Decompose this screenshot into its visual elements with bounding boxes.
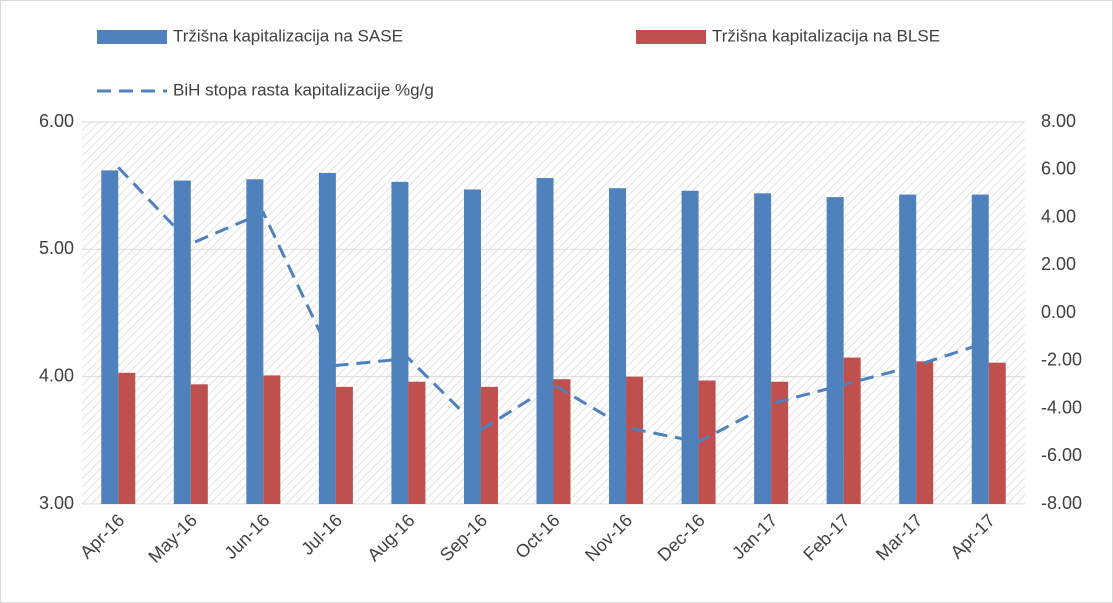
y2-tick-label: 0.00 (1041, 302, 1076, 322)
x-tick-label: Mar-17 (872, 510, 926, 564)
bar (771, 381, 789, 504)
bar (101, 170, 119, 505)
x-tick-label: Dec-16 (654, 510, 709, 565)
x-tick-label: Nov-16 (581, 510, 636, 565)
x-tick-label: Apr-17 (947, 510, 999, 562)
x-tick-label: Apr-16 (76, 510, 128, 562)
bar (843, 357, 861, 504)
y2-tick-label: -2.00 (1041, 350, 1082, 370)
x-tick-label: Jul-16 (297, 510, 346, 559)
bar (609, 188, 627, 505)
x-tick-label: Sep-16 (436, 510, 491, 565)
y-tick-label: 5.00 (39, 238, 74, 258)
x-tick-label: Feb-17 (799, 510, 853, 564)
y2-tick-label: 4.00 (1041, 206, 1076, 226)
y2-tick-label: 2.00 (1041, 254, 1076, 274)
bar (988, 362, 1006, 504)
legend-label: BiH stopa rasta kapitalizacije %g/g (173, 80, 434, 99)
bar (335, 386, 353, 504)
bar (826, 197, 844, 505)
bar (408, 381, 426, 504)
y2-tick-label: -8.00 (1041, 493, 1082, 513)
bar (626, 376, 644, 504)
bar (263, 375, 281, 504)
legend-label: Tržišna kapitalizacija na SASE (173, 26, 403, 45)
y2-tick-label: 8.00 (1041, 111, 1076, 131)
bar (916, 361, 934, 504)
x-tick-label: Aug-16 (363, 510, 418, 565)
y-tick-label: 3.00 (39, 493, 74, 513)
bar (536, 178, 554, 504)
x-tick-label: Jun-16 (220, 510, 273, 563)
x-tick-label: Jan-17 (728, 510, 781, 563)
bar (318, 172, 336, 504)
bar (246, 179, 264, 505)
y2-tick-label: -6.00 (1041, 445, 1082, 465)
bar (899, 194, 917, 504)
bar (553, 379, 571, 504)
y2-tick-label: 6.00 (1041, 159, 1076, 179)
legend-swatch (636, 30, 706, 44)
y-tick-label: 6.00 (39, 111, 74, 131)
line-series (117, 166, 990, 444)
bar (698, 380, 716, 504)
bar (971, 194, 989, 504)
bar (118, 372, 136, 504)
y2-tick-label: -4.00 (1041, 397, 1082, 417)
y-tick-label: 4.00 (39, 365, 74, 385)
bar (391, 181, 409, 504)
bar (463, 189, 481, 504)
x-tick-label: May-16 (144, 510, 201, 567)
bar (173, 180, 191, 504)
bar (754, 193, 772, 504)
x-tick-label: Oct-16 (511, 510, 563, 562)
legend-swatch (97, 30, 167, 44)
bar (190, 384, 208, 504)
legend-label: Tržišna kapitalizacija na BLSE (712, 26, 940, 45)
bar (480, 386, 498, 504)
bar (681, 190, 699, 504)
